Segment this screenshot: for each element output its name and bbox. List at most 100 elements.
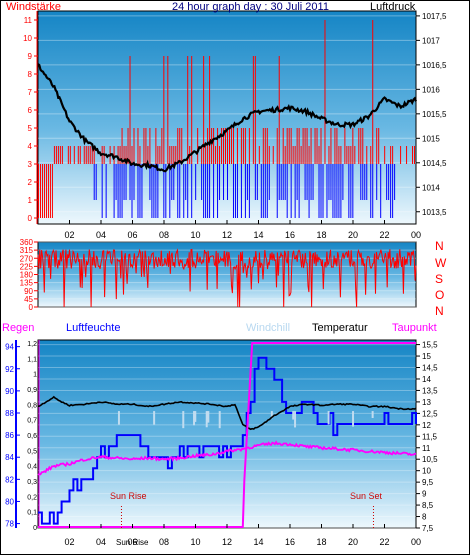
- sun-set-label: Sun Set: [350, 491, 383, 501]
- temperature-tick-label: 11,5: [422, 432, 438, 441]
- temperature-tick-label: 9,5: [422, 478, 434, 487]
- x-tick-label: 10: [190, 537, 200, 547]
- wind-tick-label: 0: [28, 214, 33, 223]
- wind-tick-label: 4: [28, 142, 33, 151]
- humidity-tick-label: 84: [5, 453, 14, 462]
- rain-tick-label: 1,1: [27, 356, 37, 363]
- temperature-tick-label: 13: [422, 398, 431, 407]
- humidity-tick-label: 82: [5, 475, 14, 484]
- temperature-tick-label: 10: [422, 467, 431, 476]
- rain-tick-label: 0,9: [27, 387, 37, 394]
- humidity-tick-label: 78: [5, 520, 14, 529]
- rain-label: Regen: [2, 322, 34, 334]
- direction-tick-label: 90: [24, 287, 33, 296]
- pressure-tick-label: 1015,5: [422, 110, 447, 119]
- pressure-tick-label: 1014,5: [422, 159, 447, 168]
- humidity-label: Luftfeuchte: [66, 322, 120, 334]
- rain-line: [38, 342, 416, 528]
- wind-tick-label: 5: [28, 124, 33, 133]
- humidity-tick-label: 86: [5, 431, 14, 440]
- temperature-tick-label: 15: [422, 352, 431, 361]
- temperature-label: Temperatur: [312, 322, 368, 334]
- pressure-tick-label: 1017,5: [422, 12, 447, 21]
- chart-title: 24 hour graph day : 30 Juli 2011: [172, 1, 329, 13]
- direction-tick-label: 270: [20, 254, 34, 263]
- sun-rise-axis-label: Sun Rise: [116, 538, 149, 547]
- wind-tick-label: 9: [28, 52, 33, 61]
- x-tick-label: 08: [159, 230, 169, 240]
- x-tick-label: 20: [348, 537, 358, 547]
- direction-tick-label: 225: [20, 262, 34, 271]
- pressure-label: Luftdruck: [370, 1, 416, 13]
- dewpoint-line: [37, 440, 417, 476]
- temperature-tick-label: 13,5: [422, 386, 438, 395]
- humidity-tick-label: 94: [5, 343, 14, 352]
- humidity-tick-label: 80: [5, 497, 14, 506]
- temperature-tick-label: 15,5: [422, 341, 438, 350]
- humidity-tick-label: 88: [5, 409, 14, 418]
- wind-tick-label: 10: [23, 34, 32, 43]
- direction-label-o: O: [435, 288, 444, 302]
- x-tick-label: 12: [222, 230, 232, 240]
- direction-tick-label: 135: [20, 279, 34, 288]
- wind-tick-label: 11: [24, 16, 33, 25]
- x-tick-label: 04: [96, 230, 106, 240]
- rain-tick-label: 0,4: [27, 464, 37, 471]
- temperature-tick-label: 12,5: [422, 409, 438, 418]
- x-tick-label: 16: [285, 230, 295, 240]
- wind-direction-line: [37, 248, 417, 308]
- direction-tick-label: 315: [20, 246, 34, 255]
- x-tick-label: 06: [127, 230, 137, 240]
- windchill-label: Windchill: [246, 322, 290, 334]
- temperature-tick-label: 7,5: [422, 524, 434, 533]
- rain-tick-label: 0,8: [27, 402, 37, 409]
- x-tick-label: 22: [379, 537, 389, 547]
- direction-tick-label: 180: [20, 271, 34, 280]
- wind-tick-label: 1: [28, 196, 33, 205]
- x-tick-label: 12: [222, 537, 232, 547]
- x-tick-label: 18: [316, 537, 326, 547]
- x-tick-label: 02: [64, 537, 74, 547]
- pressure-tick-label: 1015: [422, 134, 440, 143]
- rain-tick-label: 0: [33, 525, 37, 532]
- direction-label-n-top: N: [435, 239, 444, 253]
- direction-tick-label: 45: [24, 295, 33, 304]
- x-tick-label: 08: [159, 537, 169, 547]
- rain-tick-label: 1,2: [27, 341, 37, 348]
- x-tick-label: 10: [190, 230, 200, 240]
- pressure-tick-label: 1017: [422, 36, 440, 45]
- rain-tick-label: 0,5: [27, 448, 37, 455]
- wind-tick-label: 3: [28, 160, 33, 169]
- x-tick-label: 14: [253, 230, 263, 240]
- x-tick-label: 04: [96, 537, 106, 547]
- pressure-line: [37, 63, 418, 173]
- pressure-tick-label: 1016: [422, 85, 440, 94]
- direction-tick-label: 360: [20, 238, 34, 247]
- dewpoint-label: Taupunkt: [392, 322, 437, 334]
- pressure-tick-label: 1016,5: [422, 61, 447, 70]
- direction-label-s: S: [435, 272, 443, 286]
- chart-layer: 1013,510141014,510151015,510161016,51017…: [5, 11, 447, 547]
- wind-tick-label: 7: [28, 88, 33, 97]
- rain-tick-label: 0,6: [27, 433, 37, 440]
- humidity-tick-label: 90: [5, 387, 14, 396]
- temperature-tick-label: 8: [422, 513, 427, 522]
- temperature-tick-label: 11: [422, 444, 431, 453]
- pressure-tick-label: 1013,5: [422, 208, 447, 217]
- x-tick-label: 18: [316, 230, 326, 240]
- x-tick-label: 20: [348, 230, 358, 240]
- temperature-humidity-panel: [37, 339, 417, 529]
- x-tick-label: 06: [127, 537, 137, 547]
- x-tick-label: 02: [64, 230, 74, 240]
- temperature-tick-label: 14,5: [422, 364, 438, 373]
- temperature-tick-label: 14: [422, 375, 431, 384]
- rain-tick-label: 0,1: [27, 510, 37, 517]
- temperature-tick-label: 8,5: [422, 501, 434, 510]
- temperature-tick-label: 9: [422, 490, 427, 499]
- temperature-tick-label: 10,5: [422, 455, 438, 464]
- x-tick-label: 22: [379, 230, 389, 240]
- rain-tick-label: 0,7: [27, 418, 37, 425]
- temperature-tick-label: 12: [422, 421, 431, 430]
